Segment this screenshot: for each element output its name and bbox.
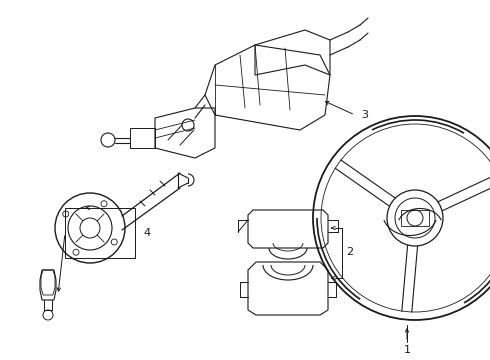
Text: 4: 4 <box>144 228 150 238</box>
Text: 1: 1 <box>403 345 411 355</box>
Text: 2: 2 <box>346 247 354 257</box>
Text: 3: 3 <box>362 110 368 120</box>
